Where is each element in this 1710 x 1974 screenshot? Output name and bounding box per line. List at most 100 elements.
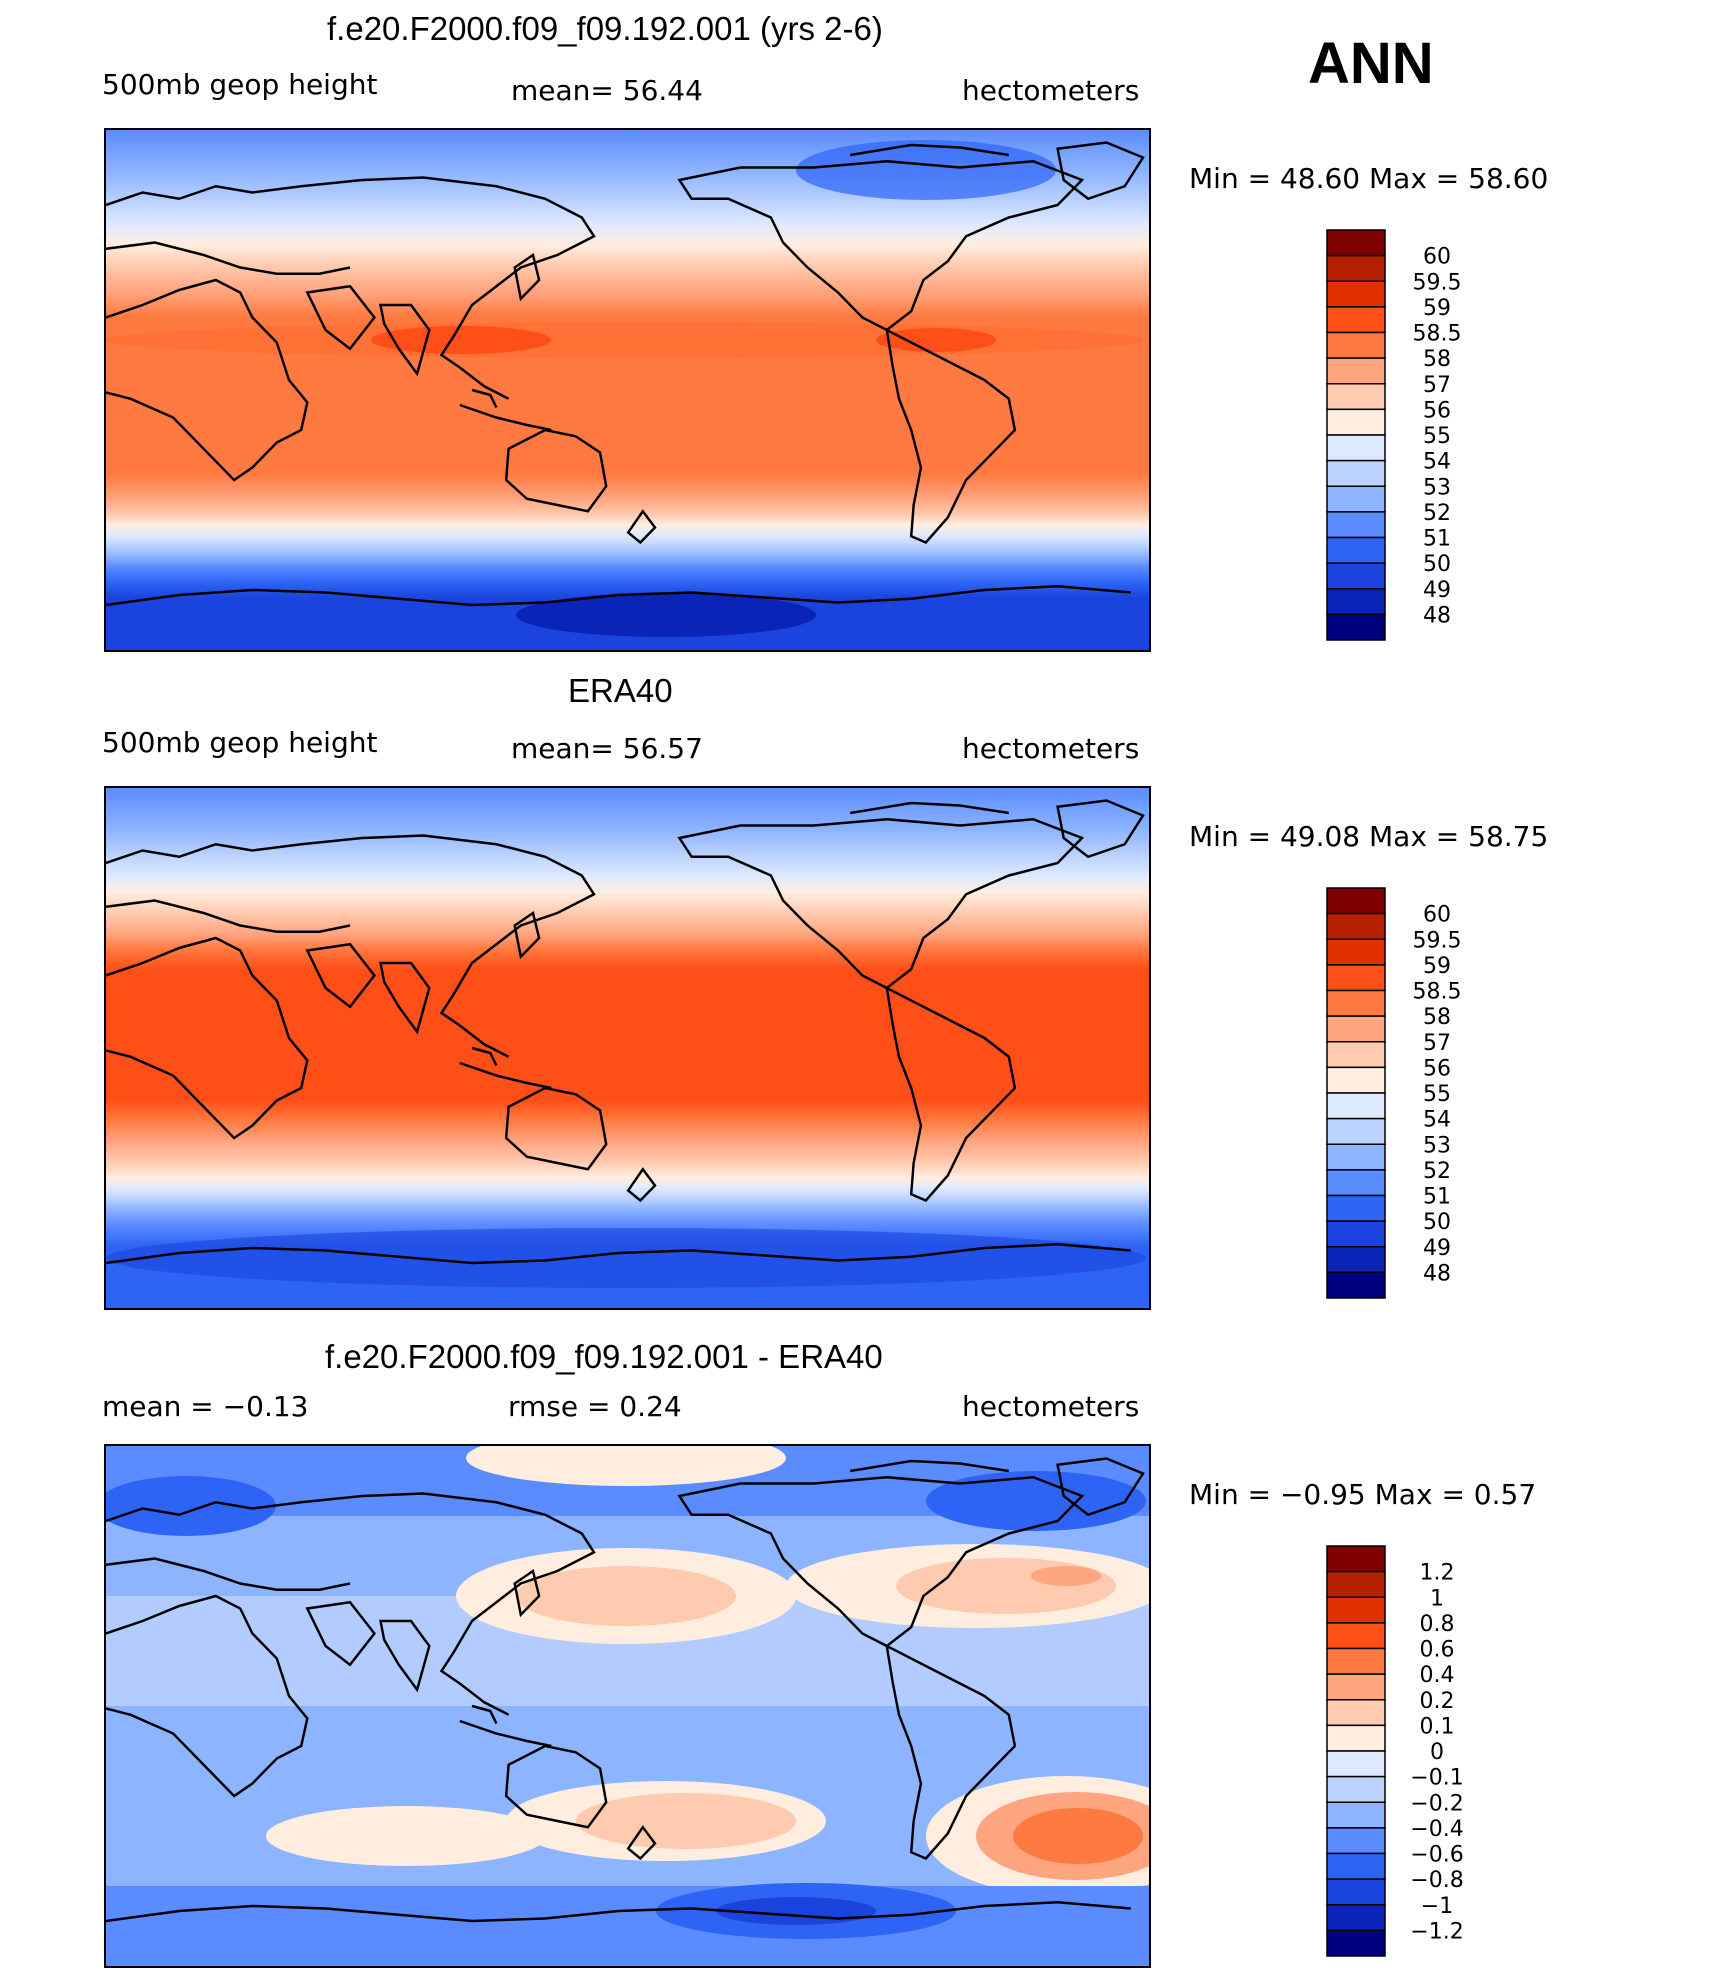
colorbar-label: 49 bbox=[1423, 578, 1451, 603]
colorbar-label: 52 bbox=[1423, 1159, 1451, 1184]
colorbar-swatch bbox=[1326, 1622, 1386, 1650]
colorbar-swatch bbox=[1326, 1827, 1386, 1855]
panel3-minmax: Min = −0.95 Max = 0.57 bbox=[1189, 1478, 1537, 1511]
colorbar-swatch bbox=[1326, 1041, 1386, 1069]
panel1-mean: mean= 56.44 bbox=[511, 74, 703, 107]
colorbar-swatch bbox=[1326, 1271, 1386, 1299]
colorbar-label: 55 bbox=[1423, 1082, 1451, 1107]
colorbar-swatch bbox=[1326, 964, 1386, 992]
colorbar-label: 0 bbox=[1430, 1740, 1444, 1765]
colorbar-swatch bbox=[1326, 280, 1386, 308]
colorbar-label: −0.4 bbox=[1410, 1817, 1463, 1842]
colorbar-label: −0.2 bbox=[1410, 1791, 1463, 1816]
colorbar-swatch bbox=[1326, 1724, 1386, 1752]
colorbar-label: 57 bbox=[1423, 373, 1451, 398]
colorbar-label: 0.8 bbox=[1420, 1612, 1455, 1637]
colorbar-swatch bbox=[1326, 938, 1386, 966]
colorbar-swatch bbox=[1326, 1015, 1386, 1043]
colorbar-label: 0.1 bbox=[1420, 1714, 1455, 1739]
panel1-map bbox=[104, 128, 1151, 652]
colorbar-label: 0.2 bbox=[1420, 1689, 1455, 1714]
colorbar-label: 53 bbox=[1423, 1133, 1451, 1158]
panel3-title: f.e20.F2000.f09_f09.192.001 - ERA40 bbox=[325, 1338, 883, 1375]
season-label: ANN bbox=[1308, 31, 1434, 96]
panel1-units: hectometers bbox=[962, 74, 1140, 107]
colorbar-swatch bbox=[1326, 536, 1386, 564]
colorbar-label: 55 bbox=[1423, 424, 1451, 449]
colorbar-swatch bbox=[1326, 1545, 1386, 1573]
panel3-mean: mean = −0.13 bbox=[102, 1390, 309, 1423]
colorbar-label: 60 bbox=[1423, 245, 1451, 270]
colorbar-swatch bbox=[1326, 459, 1386, 487]
panel2-title: ERA40 bbox=[568, 672, 673, 709]
colorbar-swatch bbox=[1326, 1066, 1386, 1094]
panel3-map bbox=[104, 1444, 1151, 1968]
colorbar-label: 58.5 bbox=[1413, 980, 1462, 1005]
colorbar-swatch bbox=[1326, 1750, 1386, 1778]
colorbar-swatch bbox=[1326, 1246, 1386, 1274]
colorbar-swatch bbox=[1326, 1852, 1386, 1880]
colorbar-label: 54 bbox=[1423, 450, 1451, 475]
colorbar-label: 59 bbox=[1423, 296, 1451, 321]
colorbar-label: 54 bbox=[1423, 1108, 1451, 1133]
colorbar-label: 60 bbox=[1423, 903, 1451, 928]
panel2-units: hectometers bbox=[962, 732, 1140, 765]
colorbar-swatch bbox=[1326, 485, 1386, 513]
colorbar-swatch bbox=[1326, 1220, 1386, 1248]
colorbar-label: −0.8 bbox=[1410, 1868, 1463, 1893]
colorbar-swatch bbox=[1326, 511, 1386, 539]
colorbar-swatch bbox=[1326, 613, 1386, 641]
colorbar-swatch bbox=[1326, 1673, 1386, 1701]
colorbar-label: −1 bbox=[1421, 1894, 1453, 1919]
colorbar-swatch bbox=[1326, 1117, 1386, 1145]
colorbar-label: 0.4 bbox=[1420, 1663, 1455, 1688]
colorbar-swatch bbox=[1326, 1775, 1386, 1803]
colorbar-swatch bbox=[1326, 1647, 1386, 1675]
colorbar-swatch bbox=[1326, 306, 1386, 334]
panel2-minmax: Min = 49.08 Max = 58.75 bbox=[1189, 820, 1549, 853]
colorbar-swatch bbox=[1326, 989, 1386, 1017]
panel1-minmax: Min = 48.60 Max = 58.60 bbox=[1189, 162, 1549, 195]
colorbar-label: 49 bbox=[1423, 1236, 1451, 1261]
colorbar-swatch bbox=[1326, 357, 1386, 385]
colorbar-label: 51 bbox=[1423, 527, 1451, 552]
colorbar-label: 59.5 bbox=[1413, 270, 1462, 295]
colorbar-swatch bbox=[1326, 912, 1386, 940]
colorbar-swatch bbox=[1326, 1699, 1386, 1727]
colorbar-swatch bbox=[1326, 1570, 1386, 1598]
colorbar-swatch bbox=[1326, 229, 1386, 257]
colorbar-swatch bbox=[1326, 1143, 1386, 1171]
colorbar-label: 59.5 bbox=[1413, 928, 1462, 953]
colorbar-swatch bbox=[1326, 383, 1386, 411]
panel3-units: hectometers bbox=[962, 1390, 1140, 1423]
colorbar-swatch bbox=[1326, 562, 1386, 590]
colorbar-swatch bbox=[1326, 1929, 1386, 1957]
colorbar-swatch bbox=[1326, 887, 1386, 915]
colorbar-swatch bbox=[1326, 1904, 1386, 1932]
colorbar-swatch bbox=[1326, 408, 1386, 436]
colorbar-label: 48 bbox=[1423, 603, 1451, 628]
colorbar-label: 1 bbox=[1430, 1586, 1444, 1611]
colorbar-label: −0.1 bbox=[1410, 1766, 1463, 1791]
colorbar-swatch bbox=[1326, 1596, 1386, 1624]
colorbar-label: −1.2 bbox=[1410, 1919, 1463, 1944]
colorbar-label: 59 bbox=[1423, 954, 1451, 979]
colorbar-swatch bbox=[1326, 1169, 1386, 1197]
panel2-mean: mean= 56.57 bbox=[511, 732, 703, 765]
colorbar-label: 53 bbox=[1423, 475, 1451, 500]
colorbar-label: 56 bbox=[1423, 1056, 1451, 1081]
colorbar-label: 0.6 bbox=[1420, 1638, 1455, 1663]
panel2-map bbox=[104, 786, 1151, 1310]
panel3-colorbar: 1.210.80.60.40.20.10−0.1−0.2−0.4−0.6−0.8… bbox=[1326, 1545, 1464, 1957]
colorbar-swatch bbox=[1326, 254, 1386, 282]
colorbar-label: 50 bbox=[1423, 552, 1451, 577]
panel1-title: f.e20.F2000.f09_f09.192.001 (yrs 2-6) bbox=[327, 10, 883, 47]
colorbar-label: 58 bbox=[1423, 347, 1451, 372]
colorbar-label: 1.2 bbox=[1420, 1561, 1455, 1586]
colorbar-swatch bbox=[1326, 1194, 1386, 1222]
panel2-left-label: 500mb geop height bbox=[102, 726, 378, 759]
colorbar-label: 58 bbox=[1423, 1005, 1451, 1030]
colorbar-label: 48 bbox=[1423, 1261, 1451, 1286]
colorbar-label: 51 bbox=[1423, 1185, 1451, 1210]
